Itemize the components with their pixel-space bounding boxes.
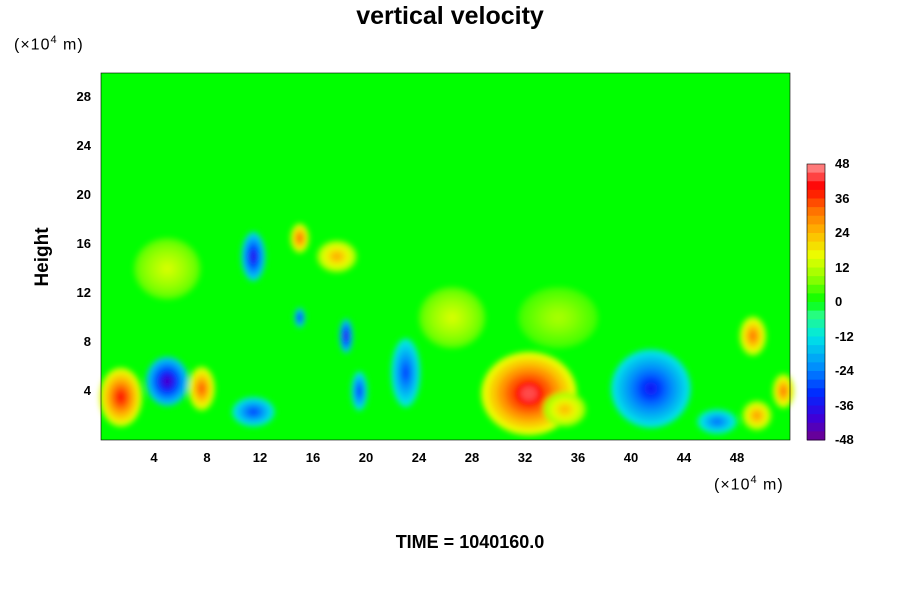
- colorbar-band: [807, 422, 825, 432]
- colorbar-band: [807, 336, 825, 346]
- colorbar-band: [807, 181, 825, 191]
- colorbar-tick-label: -12: [835, 328, 854, 344]
- velocity-contour-12-5: [561, 406, 569, 413]
- colorbar-band: [807, 284, 825, 294]
- colorbar-band: [807, 396, 825, 406]
- velocity-contour-18-5: [446, 312, 458, 323]
- velocity-contour-16-5: [754, 413, 760, 418]
- velocity-contour-3-5: [249, 409, 257, 415]
- colorbar-tick-label: 12: [835, 259, 850, 275]
- colorbar-band: [807, 198, 825, 208]
- x-tick-label: 48: [729, 450, 745, 465]
- velocity-contour-11-5: [521, 386, 537, 401]
- velocity-contour-0-5: [117, 392, 125, 403]
- x-tick-label: 16: [305, 450, 321, 465]
- colorbar-band: [807, 207, 825, 217]
- x-tick-label: 36: [570, 450, 586, 465]
- velocity-contour-7-5: [298, 316, 301, 320]
- colorbar-band: [807, 276, 825, 286]
- y-tick-label: 12: [76, 285, 91, 301]
- colorbar-tick-label: 24: [835, 225, 850, 240]
- colorbar-band: [807, 250, 825, 260]
- x-tick-label: 28: [464, 450, 480, 465]
- colorbar-band: [807, 215, 825, 225]
- colorbar-band: [807, 302, 825, 312]
- colorbar-band: [807, 164, 825, 174]
- colorbar-band: [807, 431, 825, 441]
- colorbar-tick-label: -36: [835, 397, 854, 413]
- colorbar-band: [807, 353, 825, 363]
- colorbar-band: [807, 224, 825, 234]
- velocity-contour-1-5: [163, 377, 171, 386]
- colorbar-band: [807, 310, 825, 320]
- x-tick-label: 12: [252, 450, 268, 465]
- velocity-contour-9-5: [358, 387, 361, 395]
- y-tick-label: 8: [83, 334, 91, 350]
- x-tick-label: 44: [676, 450, 692, 465]
- colorbar-band: [807, 172, 825, 182]
- velocity-contour-17-5: [781, 388, 786, 394]
- colorbar-tick-label: -24: [835, 363, 854, 378]
- colorbar-band: [807, 405, 825, 415]
- colorbar-tick-label: 36: [835, 190, 850, 206]
- y-tick-label: 20: [76, 187, 91, 203]
- colorbar-band: [807, 319, 825, 329]
- velocity-contour-19-5: [551, 312, 565, 323]
- x-tick-label: 4: [150, 450, 158, 465]
- colorbar-band: [807, 345, 825, 355]
- colorbar-band: [807, 267, 825, 277]
- colorbar-band: [807, 362, 825, 372]
- velocity-contour-2-5: [199, 384, 204, 393]
- x-axis-unit: (×104 m): [714, 474, 784, 494]
- colorbar-tick-label: 48: [835, 156, 850, 171]
- colorbar-band: [807, 189, 825, 199]
- velocity-contour-4-5: [251, 252, 256, 261]
- velocity-contour-14-5: [713, 419, 721, 424]
- velocity-contour-5-5: [298, 235, 302, 241]
- x-tick-label: 32: [517, 450, 533, 465]
- colorbar-band: [807, 241, 825, 251]
- colorbar-band: [807, 327, 825, 337]
- colorbar-band: [807, 414, 825, 424]
- velocity-contour-15-5: [750, 332, 756, 340]
- colorbar-tick-label: 0: [835, 294, 843, 309]
- velocity-contour-10-5: [403, 367, 409, 379]
- x-tick-label: 40: [623, 450, 639, 465]
- colorbar-band: [807, 293, 825, 303]
- y-tick-label: 4: [83, 383, 91, 399]
- chart-title: vertical velocity: [356, 2, 544, 30]
- y-axis-unit: (×104 m): [14, 34, 84, 54]
- x-tick-label: 20: [358, 450, 374, 465]
- x-tick-label: 8: [203, 450, 211, 465]
- y-tick-label: 24: [76, 138, 91, 154]
- velocity-contour-6-5: [333, 253, 341, 260]
- velocity-contour-20-5: [161, 263, 173, 274]
- colorbar-band: [807, 258, 825, 268]
- plot-frame: [100, 72, 791, 441]
- velocity-contour-13-5: [644, 382, 658, 396]
- y-tick-label: 16: [76, 236, 91, 252]
- colorbar-tick-label: -48: [835, 432, 854, 447]
- colorbar-band: [807, 233, 825, 243]
- colorbar-band: [807, 379, 825, 389]
- time-label: TIME = 1040160.0: [395, 532, 545, 552]
- colorbar-band: [807, 388, 825, 398]
- x-tick-label: 24: [411, 450, 427, 465]
- velocity-contour-8-5: [345, 333, 348, 339]
- colorbar-band: [807, 371, 825, 381]
- colorbar-frame: [806, 163, 826, 441]
- y-tick-label: 28: [76, 89, 91, 105]
